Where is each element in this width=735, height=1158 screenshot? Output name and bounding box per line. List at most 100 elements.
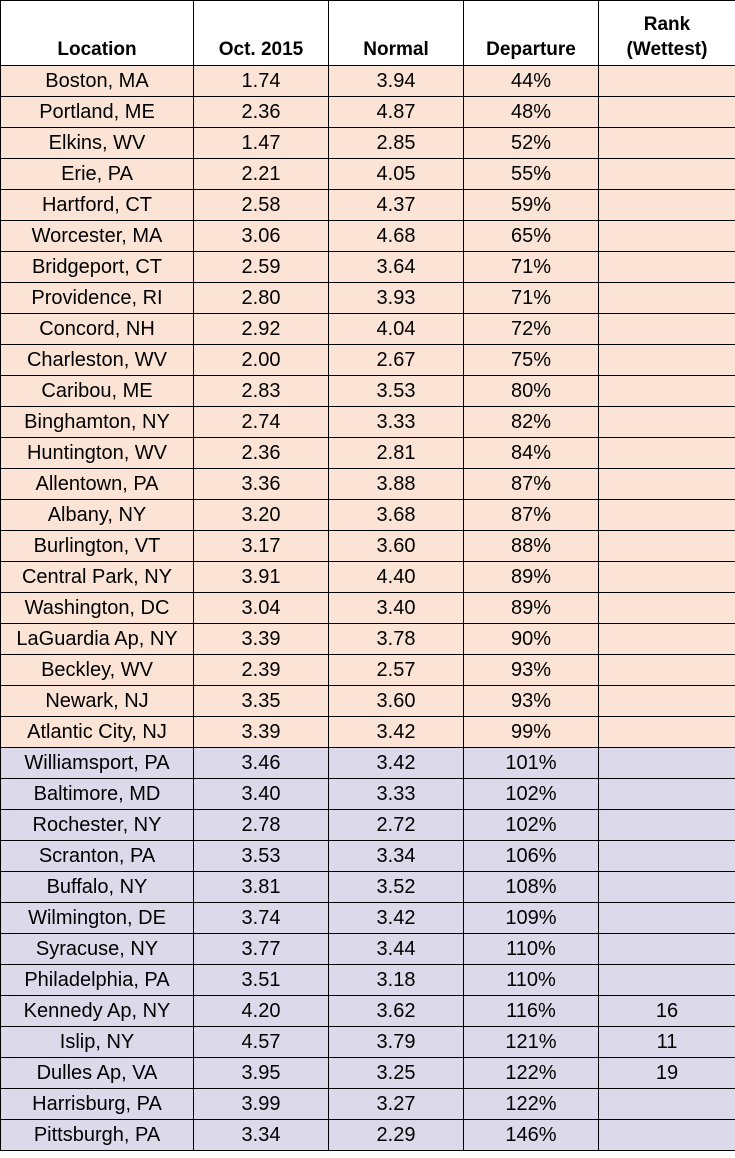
table-body: Boston, MA 1.74 3.94 44% Portland, ME 2.36 4.8… <box>0 65 735 1151</box>
cell-oct-2015: 3.51 <box>193 964 329 996</box>
table-row: Elkins, WV 1.47 2.85 52% <box>0 127 735 159</box>
cell-normal: 3.88 <box>328 468 464 500</box>
cell-oct-2015: 2.83 <box>193 375 329 407</box>
cell-rank: 11 <box>598 1026 735 1058</box>
table-row: Portland, ME 2.36 4.87 48% <box>0 96 735 128</box>
cell-normal: 3.62 <box>328 995 464 1027</box>
cell-oct-2015: 3.34 <box>193 1119 329 1151</box>
cell-location: Providence, RI <box>0 282 194 314</box>
cell-departure: 116% <box>463 995 599 1027</box>
cell-normal: 3.27 <box>328 1088 464 1120</box>
cell-rank <box>598 902 735 934</box>
cell-location: Huntington, WV <box>0 437 194 469</box>
cell-normal: 3.42 <box>328 902 464 934</box>
cell-location: Atlantic City, NJ <box>0 716 194 748</box>
cell-normal: 3.40 <box>328 592 464 624</box>
cell-normal: 2.29 <box>328 1119 464 1151</box>
cell-departure: 99% <box>463 716 599 748</box>
table-row: LaGuardia Ap, NY 3.39 3.78 90% <box>0 623 735 655</box>
cell-location: Rochester, NY <box>0 809 194 841</box>
cell-departure: 48% <box>463 96 599 128</box>
cell-oct-2015: 3.39 <box>193 623 329 655</box>
table-row: Dulles Ap, VA 3.95 3.25 122% 19 <box>0 1057 735 1089</box>
cell-location: Dulles Ap, VA <box>0 1057 194 1089</box>
cell-rank <box>598 189 735 221</box>
cell-location: Islip, NY <box>0 1026 194 1058</box>
cell-normal: 4.87 <box>328 96 464 128</box>
cell-oct-2015: 3.53 <box>193 840 329 872</box>
table-row: Providence, RI 2.80 3.93 71% <box>0 282 735 314</box>
cell-oct-2015: 2.80 <box>193 282 329 314</box>
cell-departure: 110% <box>463 933 599 965</box>
cell-rank <box>598 871 735 903</box>
cell-location: Wilmington, DE <box>0 902 194 934</box>
cell-rank <box>598 313 735 345</box>
cell-departure: 110% <box>463 964 599 996</box>
table-row: Harrisburg, PA 3.99 3.27 122% <box>0 1088 735 1120</box>
cell-oct-2015: 4.57 <box>193 1026 329 1058</box>
header-rank-line2: (Wettest) <box>626 39 708 60</box>
table-row: Kennedy Ap, NY 4.20 3.62 116% 16 <box>0 995 735 1027</box>
cell-departure: 121% <box>463 1026 599 1058</box>
table-row: Buffalo, NY 3.81 3.52 108% <box>0 871 735 903</box>
cell-normal: 3.52 <box>328 871 464 903</box>
cell-oct-2015: 2.36 <box>193 437 329 469</box>
cell-departure: 72% <box>463 313 599 345</box>
table-row: Bridgeport, CT 2.59 3.64 71% <box>0 251 735 283</box>
cell-oct-2015: 2.39 <box>193 654 329 686</box>
table-row: Caribou, ME 2.83 3.53 80% <box>0 375 735 407</box>
table-row: Williamsport, PA 3.46 3.42 101% <box>0 747 735 779</box>
cell-location: Albany, NY <box>0 499 194 531</box>
table-row: Albany, NY 3.20 3.68 87% <box>0 499 735 531</box>
cell-oct-2015: 3.74 <box>193 902 329 934</box>
table-row: Beckley, WV 2.39 2.57 93% <box>0 654 735 686</box>
cell-rank <box>598 964 735 996</box>
cell-rank <box>598 840 735 872</box>
cell-rank <box>598 623 735 655</box>
cell-departure: 44% <box>463 65 599 97</box>
header-rank: Rank (Wettest) <box>598 0 735 66</box>
cell-departure: 93% <box>463 654 599 686</box>
table-row: Islip, NY 4.57 3.79 121% 11 <box>0 1026 735 1058</box>
table-row: Charleston, WV 2.00 2.67 75% <box>0 344 735 376</box>
cell-location: Williamsport, PA <box>0 747 194 779</box>
cell-rank <box>598 933 735 965</box>
cell-rank <box>598 809 735 841</box>
cell-rank <box>598 747 735 779</box>
cell-location: Pittsburgh, PA <box>0 1119 194 1151</box>
cell-rank <box>598 716 735 748</box>
cell-departure: 122% <box>463 1057 599 1089</box>
cell-rank <box>598 778 735 810</box>
cell-location: Buffalo, NY <box>0 871 194 903</box>
table-row: Newark, NJ 3.35 3.60 93% <box>0 685 735 717</box>
cell-location: Kennedy Ap, NY <box>0 995 194 1027</box>
cell-normal: 4.04 <box>328 313 464 345</box>
cell-rank <box>598 406 735 438</box>
table-row: Syracuse, NY 3.77 3.44 110% <box>0 933 735 965</box>
table-row: Central Park, NY 3.91 4.40 89% <box>0 561 735 593</box>
cell-rank <box>598 654 735 686</box>
table-row: Huntington, WV 2.36 2.81 84% <box>0 437 735 469</box>
cell-oct-2015: 2.00 <box>193 344 329 376</box>
cell-rank <box>598 561 735 593</box>
cell-normal: 3.60 <box>328 530 464 562</box>
cell-departure: 65% <box>463 220 599 252</box>
cell-location: Portland, ME <box>0 96 194 128</box>
cell-departure: 102% <box>463 778 599 810</box>
cell-rank <box>598 437 735 469</box>
header-oct-2015: Oct. 2015 <box>193 0 329 66</box>
cell-location: Central Park, NY <box>0 561 194 593</box>
table-row: Rochester, NY 2.78 2.72 102% <box>0 809 735 841</box>
cell-normal: 3.25 <box>328 1057 464 1089</box>
cell-normal: 3.60 <box>328 685 464 717</box>
table-row: Scranton, PA 3.53 3.34 106% <box>0 840 735 872</box>
cell-location: Baltimore, MD <box>0 778 194 810</box>
cell-departure: 87% <box>463 499 599 531</box>
cell-normal: 3.33 <box>328 406 464 438</box>
cell-oct-2015: 3.17 <box>193 530 329 562</box>
cell-normal: 2.57 <box>328 654 464 686</box>
cell-departure: 122% <box>463 1088 599 1120</box>
cell-location: Worcester, MA <box>0 220 194 252</box>
table-row: Concord, NH 2.92 4.04 72% <box>0 313 735 345</box>
cell-rank <box>598 65 735 97</box>
